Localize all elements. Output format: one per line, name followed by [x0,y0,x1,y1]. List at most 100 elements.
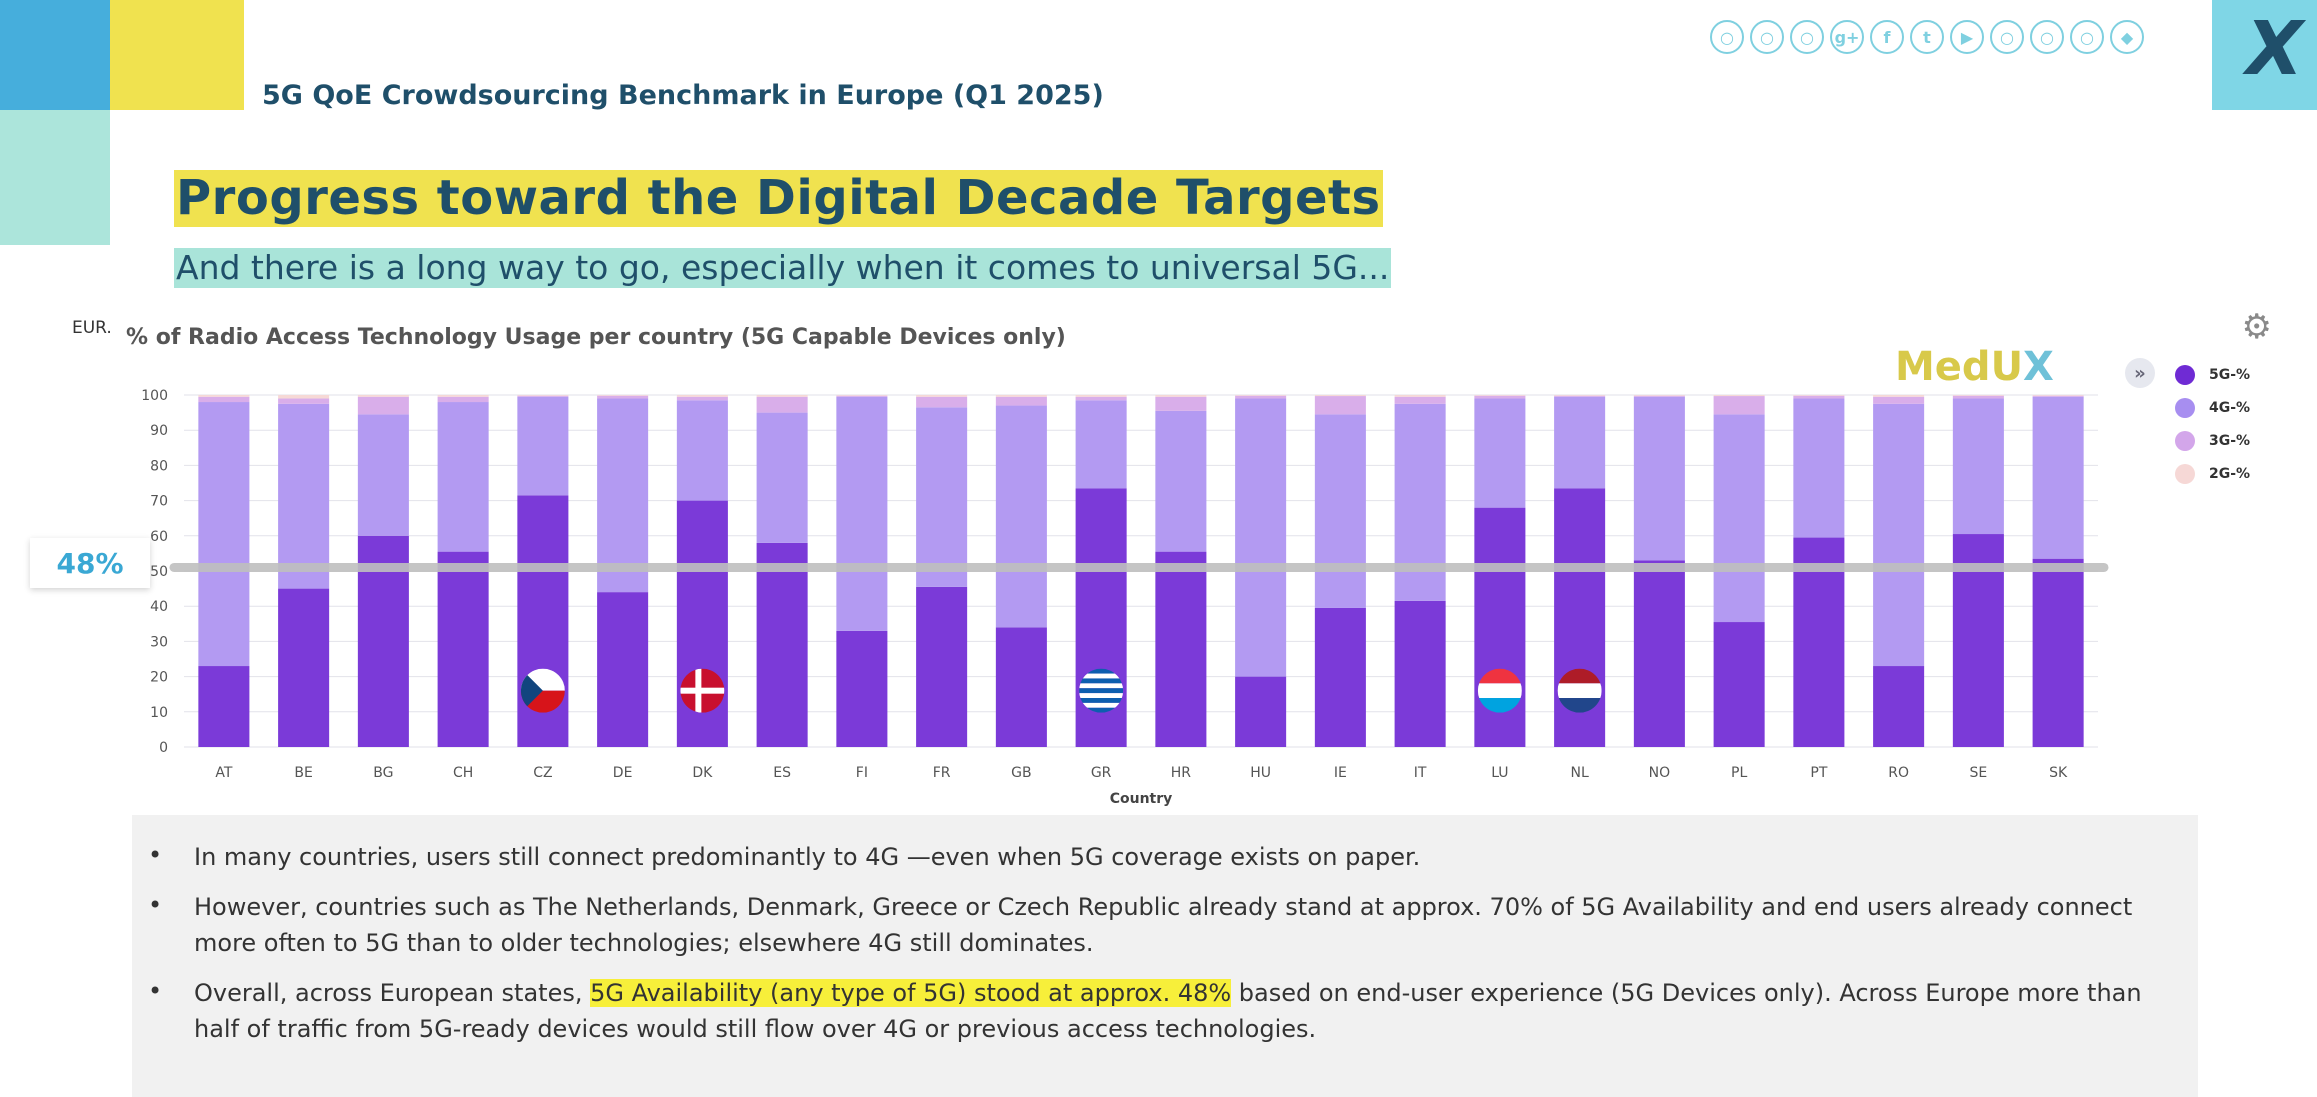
bar-segment-4g- [1155,410,1207,552]
bar-segment-4g- [1554,396,1606,489]
corner-logo-tile [2212,0,2317,110]
bar-segment-5g- [836,630,888,747]
note-item-2: However, countries such as The Netherlan… [194,893,2133,957]
legend-item[interactable]: 4G-% [2175,391,2250,424]
bar-segment-5g- [1633,560,1685,747]
legend-label: 2G-% [2209,465,2251,482]
collapse-legend-button[interactable]: » [2125,358,2155,388]
route-icon[interactable]: ○ [1990,20,2024,54]
gear-icon[interactable]: ⚙ [2241,307,2272,347]
bar-segment-3g- [1075,396,1127,401]
bullet-icon: • [148,977,163,1005]
google-plus-icon[interactable]: g+ [1830,20,1864,54]
dns-globe-icon[interactable]: ○ [1750,20,1784,54]
y-tick-label: 30 [150,634,168,650]
flag-lu [1477,668,1522,713]
y-tick-label: 20 [150,670,168,686]
top-icon-bar: ○ ○ ○ g+ f t ▶ ○ ○ ○ ◆ [1710,20,2144,54]
bar-segment-3g- [1554,395,1606,397]
bar-segment-4g- [198,402,250,667]
note-item-3-highlight: 5G Availability (any type of 5G) stood a… [590,979,1232,1007]
youtube-icon[interactable]: ▶ [1950,20,1984,54]
legend-label: 5G-% [2209,366,2251,383]
network-icon[interactable]: ○ [1710,20,1744,54]
bar-segment-3g- [1873,396,1925,404]
bar-segment-2g- [1633,395,1685,396]
twitter-icon[interactable]: t [1910,20,1944,54]
medux-logo-x: X [2023,344,2054,390]
legend-item[interactable]: 3G-% [2175,424,2250,457]
x-tick-label: FR [933,765,951,781]
chart-title: % of Radio Access Technology Usage per c… [126,325,1066,350]
bar-segment-4g- [517,396,569,496]
bar-segment-3g- [1155,396,1207,411]
x-tick-label: SK [2049,765,2068,781]
cloud-download-icon[interactable]: ○ [2030,20,2064,54]
bar-segment-5g- [1155,551,1207,747]
note-item-3-pre: Overall, across European states, [194,979,591,1007]
bullet-icon: • [148,841,163,869]
flag-nl [1557,668,1602,713]
bar-segment-3g- [995,396,1047,406]
x-tick-label: HR [1171,765,1192,781]
bar-segment-3g- [836,395,888,397]
bar-segment-5g- [437,551,489,747]
bar-segment-5g- [2032,558,2084,747]
dropbox-icon[interactable]: ◆ [2110,20,2144,54]
x-tick-label: CZ [533,765,552,781]
legend-item[interactable]: 5G-% [2175,358,2250,391]
y-tick-label: 100 [141,388,168,404]
notes-panel: • In many countries, users still connect… [132,815,2198,1097]
bar-segment-2g- [1474,395,1526,396]
bar-segment-2g- [1235,395,1287,396]
bar-segment-2g- [1793,395,1845,396]
x-tick-label: IT [1414,765,1427,781]
x-tick-label: DE [613,765,633,781]
bar-segment-5g- [1394,600,1446,747]
y-tick-label: 80 [150,458,168,474]
bar-segment-4g- [278,403,330,589]
note-item-3-post: based on end-user experience (5G Devices… [194,979,2142,1043]
bar-segment-2g- [357,395,409,397]
bar-segment-2g- [756,395,808,397]
bar-segment-5g- [1873,666,1925,747]
gamepad-icon[interactable]: ○ [1790,20,1824,54]
x-tick-label: SE [1970,765,1988,781]
x-tick-label: ES [773,765,791,781]
x-tick-label: GR [1091,765,1112,781]
decor-tile-yellow [110,0,244,110]
bar-segment-3g- [756,396,808,413]
legend-swatch [2175,364,2195,385]
bar-segment-3g- [1793,395,1845,399]
bar-segment-2g- [916,395,968,397]
bar-segment-2g- [597,395,649,396]
legend-swatch [2175,430,2195,451]
x-tick-label: RO [1888,765,1909,781]
y-tick-label: 50 [150,564,168,580]
bar-segment-4g- [1713,414,1765,623]
medux-logo: MedUX [1895,344,2054,390]
bar-segment-2g- [1713,395,1765,397]
legend-item[interactable]: 2G-% [2175,457,2250,490]
bar-segment-2g- [517,395,569,396]
y-tick-label: 60 [150,529,168,545]
bar-segment-3g- [1314,396,1366,415]
bar-segment-3g- [1474,395,1526,399]
cloud-upload-icon[interactable]: ○ [2070,20,2104,54]
bar-segment-3g- [1713,396,1765,415]
bar-segment-3g- [517,395,569,397]
page-subtitle: And there is a long way to go, especiall… [174,248,1392,288]
x-tick-label: IE [1334,765,1347,781]
bar-segment-4g- [1793,398,1845,538]
bar-segment-4g- [1952,398,2004,535]
bar-segment-2g- [1314,395,1366,397]
x-tick-label: HU [1250,765,1271,781]
bar-segment-3g- [676,396,728,401]
bar-segment-4g- [756,412,808,543]
facebook-icon[interactable]: f [1870,20,1904,54]
bar-segment-3g- [1394,396,1446,404]
x-tick-label: PT [1810,765,1827,781]
bar-segment-2g- [1155,395,1207,397]
header-title: 5G QoE Crowdsourcing Benchmark in Europe… [262,80,1104,111]
x-tick-label: FI [856,765,868,781]
